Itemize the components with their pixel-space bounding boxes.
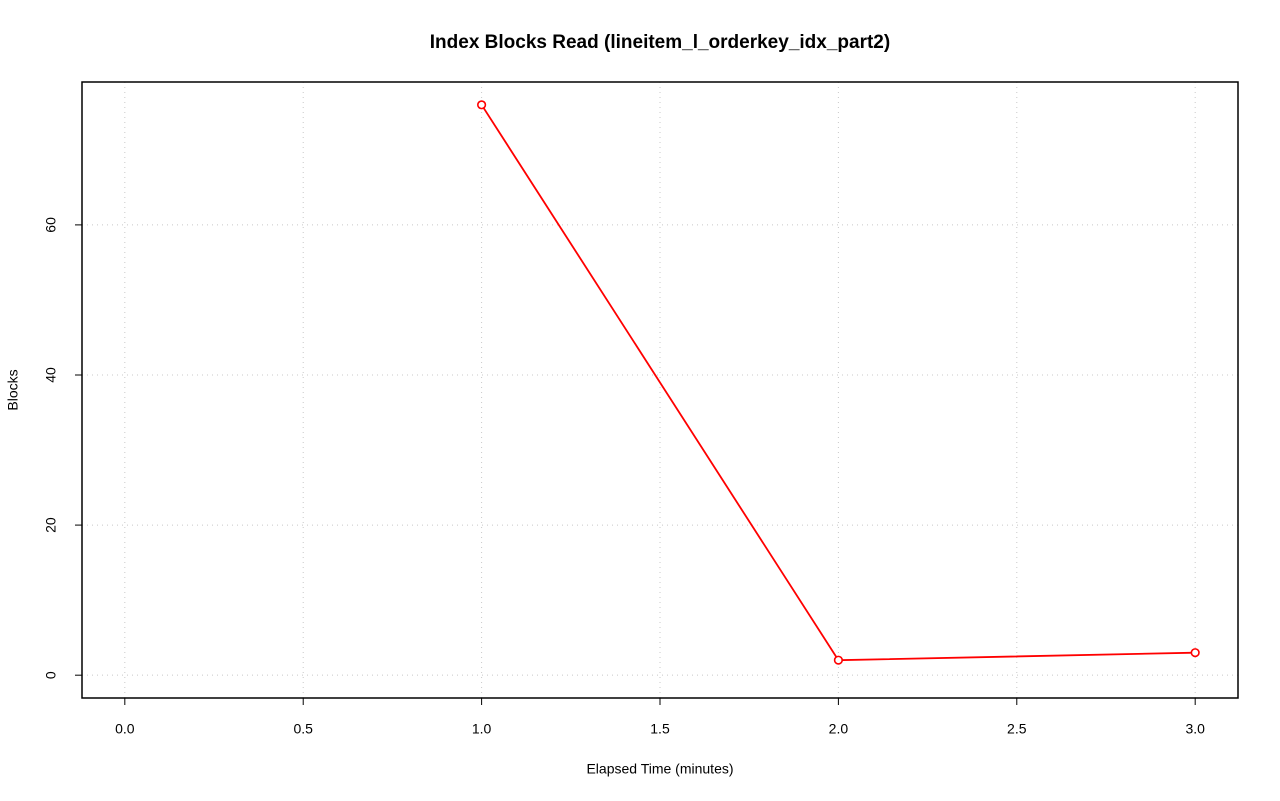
x-tick-label: 2.5	[1007, 721, 1027, 737]
point	[477, 100, 487, 110]
y-tick-label: 40	[43, 367, 59, 383]
x-tick-label: 1.0	[472, 721, 492, 737]
y-axis-label: Blocks	[5, 369, 21, 410]
y-tick-label: 0	[43, 671, 59, 679]
x-tick-label: 0.5	[293, 721, 313, 737]
x-tick-label: 0.0	[115, 721, 135, 737]
plot-frame	[81, 81, 1239, 699]
x-tick-label: 2.0	[829, 721, 849, 737]
x-tick-label: 1.5	[650, 721, 670, 737]
chart-title: Index Blocks Read (lineitem_l_orderkey_i…	[430, 32, 890, 53]
y-tick-label: 20	[43, 517, 59, 533]
x-tick-label: 3.0	[1185, 721, 1205, 737]
point	[1190, 648, 1200, 658]
point	[833, 655, 843, 665]
y-tick-label: 60	[43, 217, 59, 233]
x-axis-label: Elapsed Time (minutes)	[586, 761, 733, 777]
